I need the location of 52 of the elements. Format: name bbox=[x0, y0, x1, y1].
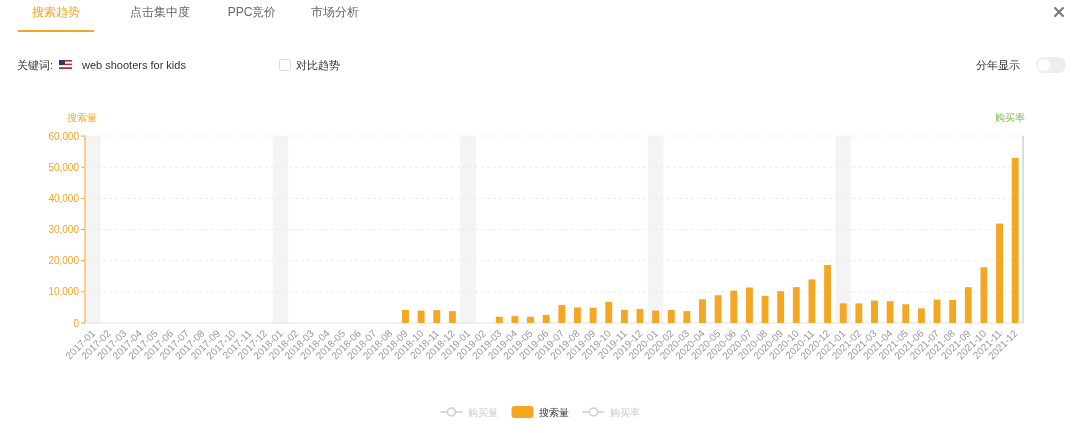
bar bbox=[448, 311, 456, 323]
bar bbox=[1011, 157, 1019, 323]
y2-axis-title: 购买率 bbox=[995, 112, 1025, 123]
bar bbox=[527, 316, 534, 323]
bar bbox=[574, 307, 581, 323]
bar bbox=[964, 287, 972, 323]
bar bbox=[871, 300, 878, 323]
bar bbox=[730, 290, 738, 323]
legend-label: 搜索量 bbox=[538, 406, 569, 418]
y-tick-label: 10,000 bbox=[48, 286, 80, 298]
bar bbox=[917, 308, 925, 323]
bar bbox=[620, 309, 628, 323]
bar bbox=[902, 304, 910, 323]
text: web shooters for kids bbox=[81, 59, 187, 71]
text: PPC竞价 bbox=[227, 5, 277, 19]
bar bbox=[949, 299, 957, 323]
bar bbox=[980, 267, 988, 323]
bar bbox=[542, 314, 550, 323]
bar bbox=[683, 311, 691, 323]
text: 市场分析 bbox=[311, 5, 359, 19]
bar bbox=[699, 299, 706, 323]
bar bbox=[777, 291, 785, 323]
bar bbox=[589, 307, 597, 323]
bar bbox=[433, 310, 441, 323]
bar bbox=[714, 295, 722, 323]
y-tick-label: 20,000 bbox=[48, 255, 80, 267]
bar bbox=[417, 310, 425, 323]
text: 对比趋势 bbox=[296, 59, 340, 71]
bar bbox=[792, 287, 800, 323]
bar bbox=[558, 304, 566, 323]
bar bbox=[511, 316, 519, 323]
bar bbox=[839, 303, 847, 323]
bar bbox=[855, 303, 863, 323]
bar bbox=[824, 265, 832, 323]
bar bbox=[495, 316, 503, 323]
y-tick-label: 40,000 bbox=[48, 192, 80, 204]
y-tick-label: 50,000 bbox=[48, 161, 80, 173]
chart-title: 搜索趋势 bbox=[32, 5, 80, 19]
y-tick-label: 30,000 bbox=[48, 224, 80, 235]
bar bbox=[605, 301, 613, 323]
bar bbox=[402, 309, 409, 323]
bar bbox=[667, 309, 675, 323]
y-axis-title: 搜索量 bbox=[67, 112, 97, 123]
text: 分年显示 bbox=[976, 59, 1020, 71]
bar bbox=[652, 310, 660, 323]
bar bbox=[886, 301, 894, 323]
y-tick-label: 0 bbox=[73, 317, 80, 329]
text: 点击集中度 bbox=[130, 5, 190, 19]
text: 关键词: bbox=[17, 59, 54, 71]
bar bbox=[745, 287, 753, 323]
y-tick-label: 60,000 bbox=[48, 130, 80, 142]
bar bbox=[996, 223, 1003, 323]
